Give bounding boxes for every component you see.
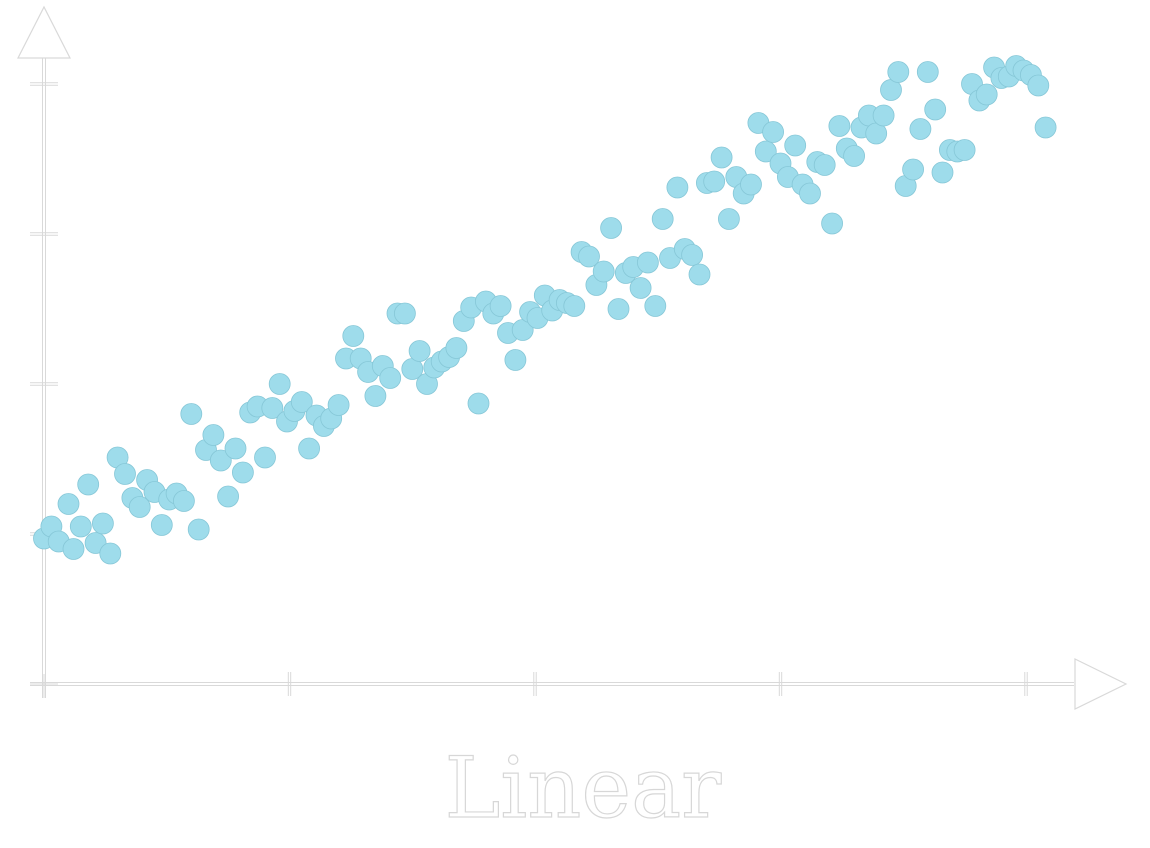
data-point-0-27 [231,461,254,484]
data-point-0-119 [909,118,932,140]
data-point-0-24 [209,449,232,472]
data-point-0-42 [342,325,365,347]
data-point-0-11 [114,463,136,485]
data-point-0-102 [784,134,807,157]
data-point-0-19 [172,490,195,512]
data-point-0-88 [681,244,703,266]
data-point-0-5 [69,515,92,538]
data-point-0-96 [740,173,762,196]
data-point-0-99 [762,121,784,143]
data-point-0-120 [916,61,939,83]
data-point-0-47 [379,367,402,389]
data-point-0-35 [290,391,313,413]
data-point-0-125 [953,139,976,161]
data-point-0-20 [180,403,203,425]
data-point-0-21 [187,518,210,541]
data-point-0-81 [629,277,652,299]
data-point-0-51 [408,340,431,362]
data-point-0-122 [931,161,954,184]
data-point-0-104 [799,182,821,205]
data-point-0-91 [703,170,726,193]
data-point-0-25 [217,485,240,508]
data-point-0-82 [637,251,659,274]
data-point-0-16 [150,514,173,536]
data-point-0-64 [504,349,527,371]
data-point-0-8 [92,512,114,535]
data-point-0-62 [489,295,512,317]
data-point-0-3 [57,493,80,515]
x-axis-arrowhead [1074,658,1128,710]
data-point-0-32 [268,373,291,395]
axes-group [17,5,1128,710]
data-point-0-83 [644,295,667,317]
data-point-0-76 [592,260,615,283]
data-point-0-93 [718,208,740,230]
data-point-0-31 [261,397,284,419]
data-point-0-77 [600,217,622,239]
chart-title: Linear [445,739,723,837]
data-point-0-45 [364,385,387,407]
data-point-0-98 [754,140,777,163]
data-point-0-9 [99,542,122,565]
data-point-0-86 [666,176,689,199]
data-point-0-26 [224,437,247,460]
y-axis-arrowhead [17,5,71,59]
data-point-0-128 [975,83,998,106]
data-point-0-6 [77,473,100,496]
data-point-0-114 [872,104,895,127]
data-point-0-30 [254,446,276,469]
data-point-0-89 [688,263,711,286]
data-point-0-78 [607,298,630,320]
data-point-0-36 [298,437,321,460]
data-point-0-4 [62,538,85,560]
data-point-0-23 [202,424,225,446]
data-point-0-92 [710,146,733,169]
data-point-0-116 [887,61,910,83]
data-points-group [33,55,1057,565]
data-point-0-13 [128,496,151,518]
data-point-0-72 [563,295,586,317]
data-point-0-110 [843,145,865,167]
data-point-0-135 [1027,74,1050,97]
data-point-0-136 [1034,116,1057,139]
data-point-0-106 [813,154,836,176]
data-point-0-107 [821,212,843,235]
data-point-0-49 [393,302,416,325]
data-point-0-74 [578,245,600,268]
data-point-0-56 [445,337,468,359]
data-point-0-40 [327,394,350,416]
data-point-0-108 [828,115,851,137]
data-point-0-59 [467,392,490,415]
data-point-0-118 [902,158,924,181]
data-point-0-84 [651,208,674,230]
data-point-0-121 [924,98,947,121]
